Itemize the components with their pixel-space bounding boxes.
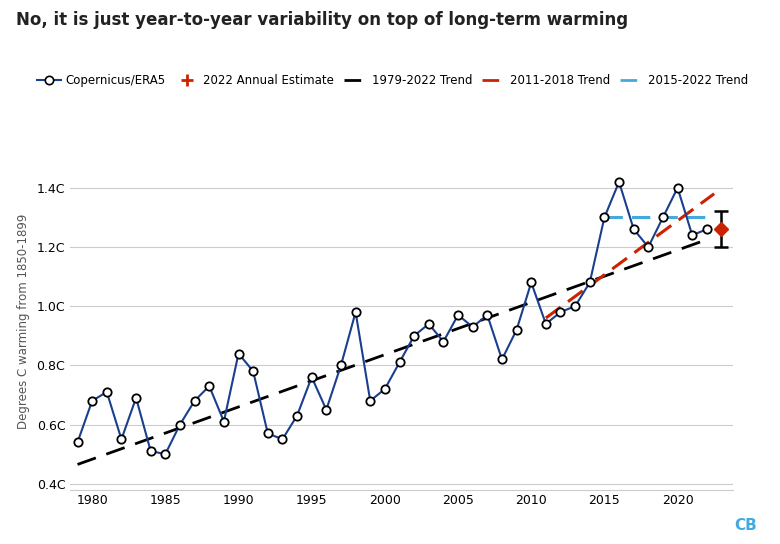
Y-axis label: Degrees C warming from 1850-1899: Degrees C warming from 1850-1899 xyxy=(16,213,30,429)
Text: CB: CB xyxy=(734,518,757,533)
Text: No, it is just year-to-year variability on top of long-term warming: No, it is just year-to-year variability … xyxy=(16,11,628,29)
Legend: Copernicus/ERA5, 2022 Annual Estimate, 1979-2022 Trend, 2011-2018 Trend, 2015-20: Copernicus/ERA5, 2022 Annual Estimate, 1… xyxy=(37,74,749,87)
